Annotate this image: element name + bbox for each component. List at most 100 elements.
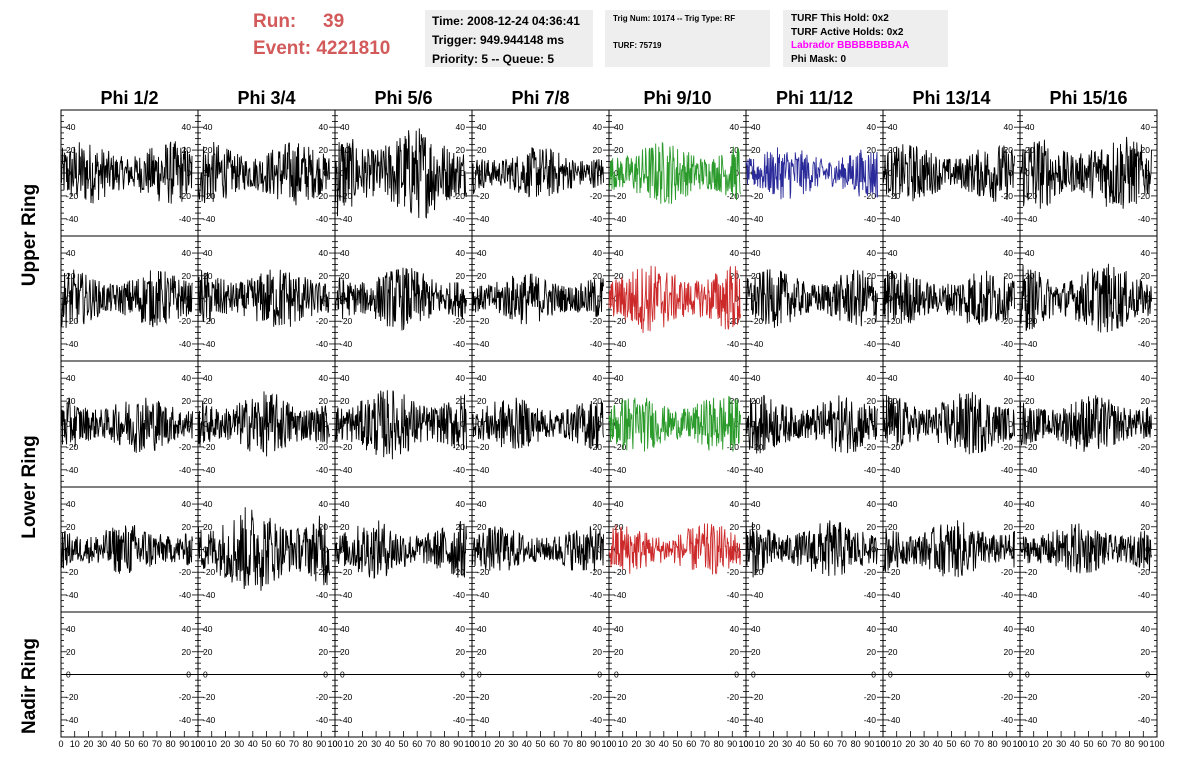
y-tick-label: 40 bbox=[477, 499, 487, 509]
waveform bbox=[197, 141, 330, 206]
y-tick-label: 40 bbox=[888, 122, 898, 132]
y-tick-label: 40 bbox=[477, 248, 487, 258]
y-tick-label: 20 bbox=[1141, 145, 1151, 155]
y-tick-label: 0 bbox=[597, 168, 602, 178]
y-tick-label: 20 bbox=[456, 271, 466, 281]
y-tick-label: 40 bbox=[1004, 248, 1014, 258]
waveform bbox=[334, 128, 467, 219]
y-tick-label: 20 bbox=[1141, 271, 1151, 281]
y-tick-label: -20 bbox=[1001, 692, 1014, 702]
y-tick-label: -20 bbox=[66, 316, 79, 326]
y-tick-label: -40 bbox=[179, 590, 192, 600]
y-tick-label: -20 bbox=[179, 567, 192, 577]
y-tick-label: -40 bbox=[316, 715, 329, 725]
y-tick-label: 20 bbox=[66, 522, 76, 532]
y-tick-label: -20 bbox=[1138, 567, 1151, 577]
y-tick-label: 0 bbox=[477, 419, 482, 429]
x-tick-label: 50 bbox=[535, 739, 545, 749]
y-tick-label: -20 bbox=[751, 442, 764, 452]
waveform bbox=[334, 520, 467, 579]
x-tick-label: 40 bbox=[111, 739, 121, 749]
y-tick-label: -20 bbox=[864, 191, 877, 201]
y-tick-label: 40 bbox=[751, 248, 761, 258]
y-tick-label: -40 bbox=[864, 214, 877, 224]
y-tick-label: 20 bbox=[319, 271, 329, 281]
y-tick-label: -40 bbox=[888, 715, 901, 725]
y-tick-label: 40 bbox=[203, 122, 213, 132]
x-tick-label: 20 bbox=[768, 739, 778, 749]
y-tick-label: -40 bbox=[1025, 590, 1038, 600]
y-tick-label: -40 bbox=[751, 214, 764, 224]
turf-active-holds-text: TURF Active Holds: 0x2 bbox=[791, 26, 904, 38]
y-tick-label: 0 bbox=[66, 419, 71, 429]
waveform bbox=[471, 273, 604, 325]
y-tick-label: -20 bbox=[203, 692, 216, 702]
y-tick-label: -20 bbox=[316, 692, 329, 702]
y-tick-label: 0 bbox=[597, 545, 602, 555]
y-tick-label: 40 bbox=[319, 624, 329, 634]
x-tick-label: 10 bbox=[618, 739, 628, 749]
x-tick-label: 60 bbox=[549, 739, 559, 749]
y-tick-label: 20 bbox=[340, 522, 350, 532]
y-tick-label: -40 bbox=[751, 465, 764, 475]
waveform bbox=[745, 269, 878, 328]
y-tick-label: 40 bbox=[1004, 373, 1014, 383]
y-tick-label: 20 bbox=[593, 396, 603, 406]
run-label: Run: bbox=[253, 11, 297, 32]
y-tick-label: 40 bbox=[614, 373, 624, 383]
x-tick-label: 40 bbox=[796, 739, 806, 749]
y-tick-label: -20 bbox=[864, 442, 877, 452]
column-header-phi-13-14: Phi 13/14 bbox=[912, 88, 991, 108]
y-tick-label: 20 bbox=[456, 647, 466, 657]
y-tick-label: 20 bbox=[66, 647, 76, 657]
y-tick-label: -20 bbox=[1001, 567, 1014, 577]
y-tick-label: -40 bbox=[751, 339, 764, 349]
x-tick-label: 0 bbox=[332, 739, 337, 749]
x-tick-label: 50 bbox=[398, 739, 408, 749]
y-tick-label: -20 bbox=[751, 191, 764, 201]
x-tick-label: 30 bbox=[97, 739, 107, 749]
y-tick-label: -40 bbox=[727, 339, 740, 349]
y-tick-label: 20 bbox=[340, 271, 350, 281]
y-tick-label: -20 bbox=[888, 692, 901, 702]
y-tick-label: -20 bbox=[477, 567, 490, 577]
trig-num-text: Trig Num: 10174 -- Trig Type: RF bbox=[613, 14, 736, 23]
y-tick-label: 40 bbox=[182, 499, 192, 509]
x-tick-label: 100 bbox=[875, 739, 890, 749]
x-tick-label: 100 bbox=[190, 739, 205, 749]
y-tick-label: 40 bbox=[730, 624, 740, 634]
y-tick-label: 40 bbox=[1004, 499, 1014, 509]
y-tick-label: -40 bbox=[179, 715, 192, 725]
x-tick-label: 0 bbox=[58, 739, 63, 749]
y-tick-label: 20 bbox=[319, 396, 329, 406]
x-tick-label: 80 bbox=[166, 739, 176, 749]
y-tick-label: 40 bbox=[456, 499, 466, 509]
column-header-phi-1-2: Phi 1/2 bbox=[100, 88, 159, 108]
y-tick-label: 20 bbox=[340, 396, 350, 406]
waveform bbox=[1019, 523, 1152, 574]
time-text: Time: 2008-12-24 04:36:41 bbox=[432, 14, 580, 28]
y-tick-label: 20 bbox=[888, 145, 898, 155]
column-header-phi-3-4: Phi 3/4 bbox=[237, 88, 296, 108]
y-tick-label: -20 bbox=[888, 567, 901, 577]
y-tick-label: -20 bbox=[66, 692, 79, 702]
y-tick-label: 0 bbox=[340, 419, 345, 429]
waveform bbox=[60, 397, 193, 453]
x-tick-label: 0 bbox=[469, 739, 474, 749]
y-tick-label: 40 bbox=[340, 122, 350, 132]
y-tick-label: -40 bbox=[179, 339, 192, 349]
y-tick-label: -20 bbox=[477, 442, 490, 452]
column-header-phi-9-10: Phi 9/10 bbox=[643, 88, 712, 108]
y-tick-label: 0 bbox=[203, 419, 208, 429]
x-tick-label: 60 bbox=[686, 739, 696, 749]
y-tick-label: 40 bbox=[319, 499, 329, 509]
waveform bbox=[882, 520, 1015, 578]
y-tick-label: -20 bbox=[614, 316, 627, 326]
